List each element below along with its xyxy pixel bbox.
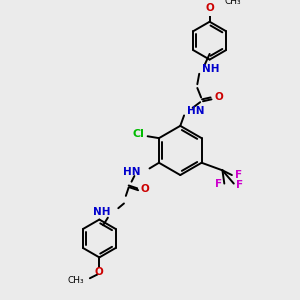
Text: F: F xyxy=(235,170,242,180)
Text: F: F xyxy=(236,179,243,190)
Text: NH: NH xyxy=(93,207,111,217)
Text: NH: NH xyxy=(202,64,220,74)
Text: O: O xyxy=(94,267,103,277)
Text: HN: HN xyxy=(187,106,204,116)
Text: O: O xyxy=(205,4,214,14)
Text: F: F xyxy=(215,178,222,189)
Text: CH₃: CH₃ xyxy=(225,0,242,6)
Text: CH₃: CH₃ xyxy=(68,276,84,285)
Text: Cl: Cl xyxy=(133,129,145,140)
Text: O: O xyxy=(214,92,223,101)
Text: HN: HN xyxy=(122,167,140,177)
Text: O: O xyxy=(141,184,150,194)
